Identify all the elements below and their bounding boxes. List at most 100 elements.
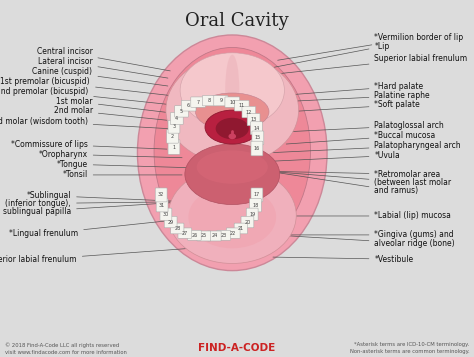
Text: 2: 2 xyxy=(171,134,174,139)
Text: 22: 22 xyxy=(230,231,237,236)
FancyBboxPatch shape xyxy=(217,230,230,240)
Ellipse shape xyxy=(195,93,269,131)
Text: 14: 14 xyxy=(253,126,260,131)
Ellipse shape xyxy=(154,47,310,255)
Text: *Tonsil: *Tonsil xyxy=(63,170,182,180)
Text: 2nd molar: 2nd molar xyxy=(54,106,175,121)
Text: 11: 11 xyxy=(238,103,245,108)
FancyBboxPatch shape xyxy=(241,216,254,228)
Text: 25: 25 xyxy=(201,233,207,238)
Text: *Commissure of lips: *Commissure of lips xyxy=(11,140,167,149)
Text: *Hard palate: *Hard palate xyxy=(263,82,424,97)
Text: 8: 8 xyxy=(208,98,211,103)
Text: *Gingiva (gums) and: *Gingiva (gums) and xyxy=(275,230,454,240)
Text: 9: 9 xyxy=(219,98,222,103)
Text: 3rd molar (wisdom tooth): 3rd molar (wisdom tooth) xyxy=(0,117,176,129)
Text: © 2018 Find-A-Code LLC all rights reserved
visit www.findacode.com for more info: © 2018 Find-A-Code LLC all rights reserv… xyxy=(5,342,127,355)
Text: Canine (cuspid): Canine (cuspid) xyxy=(32,67,168,86)
FancyBboxPatch shape xyxy=(242,106,256,118)
Text: 18: 18 xyxy=(252,203,259,208)
Text: 20: 20 xyxy=(244,220,251,225)
FancyBboxPatch shape xyxy=(207,231,221,241)
Text: Inferior labial frenulum: Inferior labial frenulum xyxy=(0,248,191,265)
FancyBboxPatch shape xyxy=(251,141,263,156)
Text: *Buccal mucosa: *Buccal mucosa xyxy=(286,131,436,144)
Text: 12: 12 xyxy=(246,110,252,115)
FancyBboxPatch shape xyxy=(168,140,180,154)
FancyBboxPatch shape xyxy=(252,131,264,145)
Text: 21: 21 xyxy=(237,226,244,231)
FancyBboxPatch shape xyxy=(251,122,263,135)
FancyBboxPatch shape xyxy=(170,112,183,125)
Ellipse shape xyxy=(168,167,296,263)
Text: Lateral incisor: Lateral incisor xyxy=(37,57,168,78)
Text: 32: 32 xyxy=(158,192,164,197)
Text: 29: 29 xyxy=(168,220,173,225)
Text: Oral Cavity: Oral Cavity xyxy=(185,12,289,30)
Text: 30: 30 xyxy=(163,212,169,217)
Text: sublingual papilla: sublingual papilla xyxy=(3,202,184,216)
Text: Palatine raphe: Palatine raphe xyxy=(249,91,430,104)
Text: *Lingual frenulum: *Lingual frenulum xyxy=(9,219,187,238)
FancyBboxPatch shape xyxy=(171,223,184,234)
FancyBboxPatch shape xyxy=(174,106,188,117)
Text: 27: 27 xyxy=(182,231,188,236)
Ellipse shape xyxy=(216,118,249,139)
Text: 26: 26 xyxy=(191,233,198,238)
FancyBboxPatch shape xyxy=(197,231,210,241)
Text: FIND-A-CODE: FIND-A-CODE xyxy=(199,343,275,353)
Text: *Soft palate: *Soft palate xyxy=(263,100,420,114)
Text: 10: 10 xyxy=(229,100,236,105)
FancyBboxPatch shape xyxy=(181,100,196,111)
FancyBboxPatch shape xyxy=(214,95,228,106)
Text: (between last molar: (between last molar xyxy=(272,172,452,187)
Text: 6: 6 xyxy=(187,103,190,108)
Text: 4: 4 xyxy=(175,116,178,121)
Ellipse shape xyxy=(137,35,327,271)
Text: 1st molar: 1st molar xyxy=(56,97,173,113)
FancyBboxPatch shape xyxy=(225,97,239,107)
Text: *Lip: *Lip xyxy=(274,42,390,67)
FancyBboxPatch shape xyxy=(187,230,201,240)
Text: *Retromolar area: *Retromolar area xyxy=(272,170,441,179)
FancyBboxPatch shape xyxy=(202,95,217,106)
Text: 1st premolar (bicuspid): 1st premolar (bicuspid) xyxy=(0,77,169,95)
Ellipse shape xyxy=(166,56,299,164)
Circle shape xyxy=(228,134,236,139)
Text: 5: 5 xyxy=(180,109,183,114)
Text: 19: 19 xyxy=(249,212,255,217)
FancyBboxPatch shape xyxy=(155,188,167,202)
FancyBboxPatch shape xyxy=(166,130,178,143)
Text: 17: 17 xyxy=(254,192,260,197)
Text: alveolar ridge (bone): alveolar ridge (bone) xyxy=(275,235,455,248)
Text: *Uvula: *Uvula xyxy=(249,151,400,162)
Text: *Tongue: *Tongue xyxy=(56,160,190,169)
Text: Palatoglossal arch: Palatoglossal arch xyxy=(269,121,444,133)
Text: 7: 7 xyxy=(197,100,200,105)
Ellipse shape xyxy=(180,53,284,128)
Text: *Oropharynx: *Oropharynx xyxy=(38,150,182,159)
FancyBboxPatch shape xyxy=(250,198,262,212)
Text: and ramus): and ramus) xyxy=(272,172,419,196)
FancyBboxPatch shape xyxy=(160,208,172,220)
FancyBboxPatch shape xyxy=(234,100,249,111)
Text: 3: 3 xyxy=(173,124,175,129)
Text: Superior labial frenulum: Superior labial frenulum xyxy=(249,54,467,77)
Text: 23: 23 xyxy=(220,233,227,238)
Text: 1: 1 xyxy=(173,145,175,150)
Text: 15: 15 xyxy=(255,135,261,140)
Ellipse shape xyxy=(205,110,259,144)
FancyBboxPatch shape xyxy=(156,198,168,212)
FancyBboxPatch shape xyxy=(191,97,205,107)
Text: Palatopharyngeal arch: Palatopharyngeal arch xyxy=(271,141,461,153)
Ellipse shape xyxy=(185,144,280,205)
Text: *Asterisk terms are ICD-10-CM terminology.
Non-asterisk terms are common termino: *Asterisk terms are ICD-10-CM terminolog… xyxy=(350,342,469,354)
Text: 28: 28 xyxy=(174,226,181,231)
FancyBboxPatch shape xyxy=(168,120,180,133)
Text: *Sublingual: *Sublingual xyxy=(27,191,184,202)
Ellipse shape xyxy=(197,150,268,184)
Text: *Vermilion border of lip: *Vermilion border of lip xyxy=(278,32,464,60)
Text: 16: 16 xyxy=(254,146,260,151)
FancyBboxPatch shape xyxy=(234,223,247,234)
Ellipse shape xyxy=(225,55,239,126)
